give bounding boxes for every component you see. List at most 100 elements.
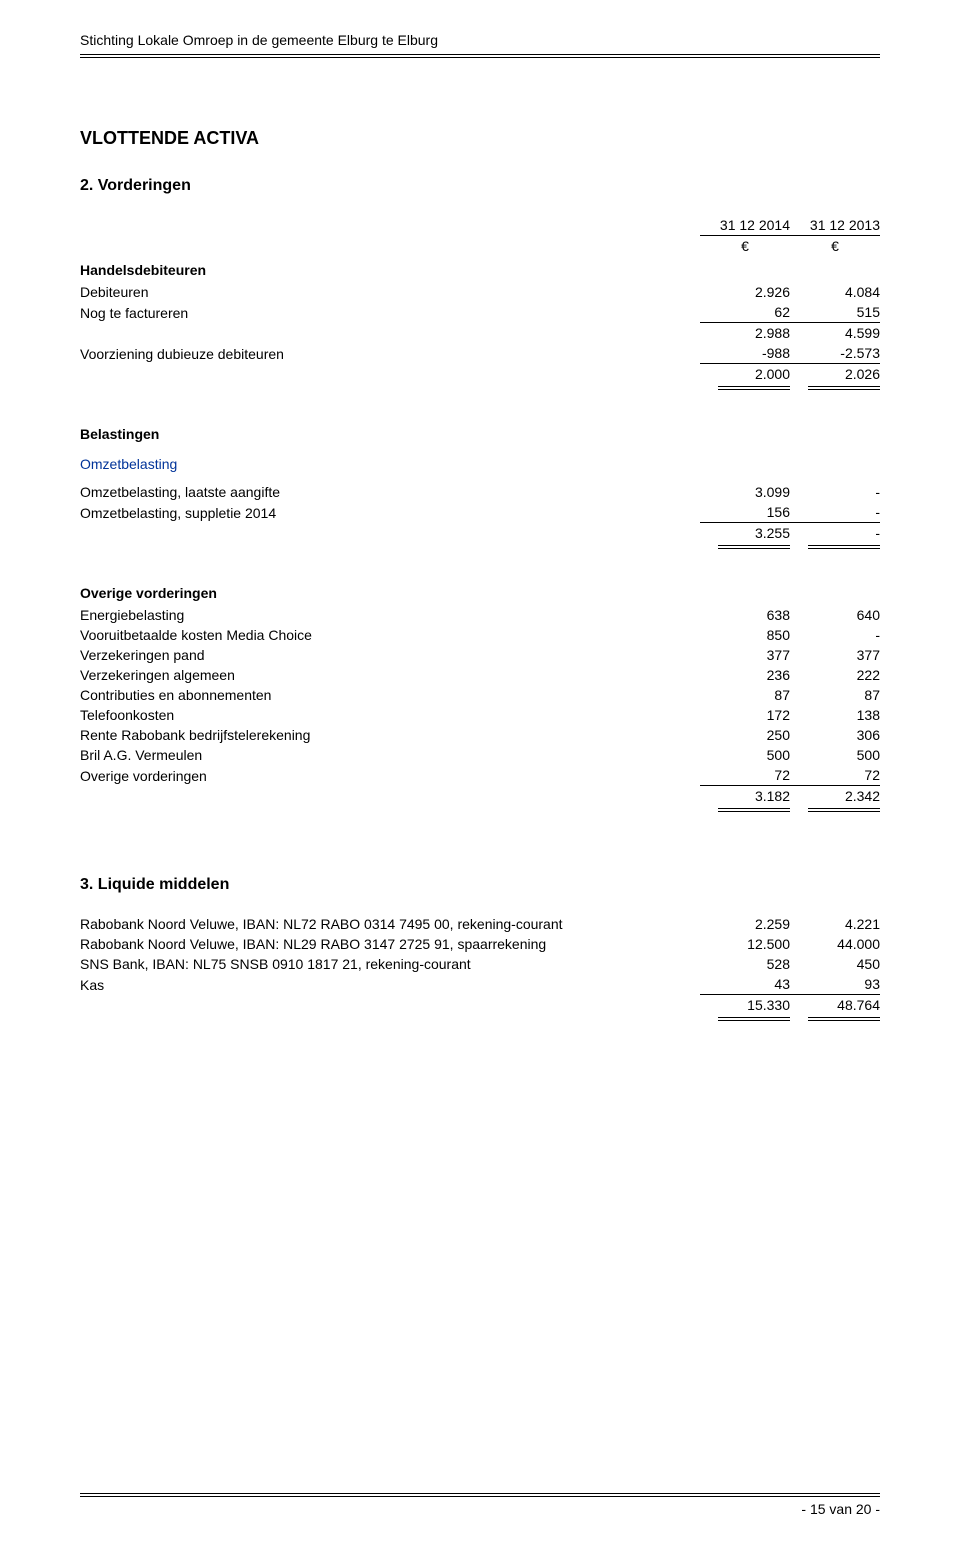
row-rente-rabobank: Rente Rabobank bedrijfstelerekening 250 … xyxy=(80,725,880,745)
label-mediachoice: Vooruitbetaalde kosten Media Choice xyxy=(80,625,700,645)
row-mediachoice: Vooruitbetaalde kosten Media Choice 850 … xyxy=(80,625,880,645)
euro-symbol-col1: € xyxy=(700,236,790,257)
val-voorziening-2014: -988 xyxy=(700,343,790,364)
row-debiteuren: Debiteuren 2.926 4.084 xyxy=(80,282,880,302)
header-rule-2 xyxy=(80,57,880,58)
row-bril-vermeulen: Bril A.G. Vermeulen 500 500 xyxy=(80,745,880,765)
val-rabo-courant-2014: 2.259 xyxy=(700,914,790,934)
row-handelsdebiteuren-total: 2.000 2.026 xyxy=(80,364,880,385)
subheading-omzetbelasting: Omzetbelasting xyxy=(80,456,880,472)
val-hd-sub-2013: 4.599 xyxy=(790,323,880,344)
val-voorziening-2013: -2.573 xyxy=(790,343,880,364)
page-container: Stichting Lokale Omroep in de gemeente E… xyxy=(0,0,960,1541)
row-voorziening: Voorziening dubieuze debiteuren -988 -2.… xyxy=(80,343,880,364)
val-omzet-laatste-2013: - xyxy=(790,482,880,502)
val-hd-total-2014: 2.000 xyxy=(700,364,790,385)
val-ov-total-2014: 3.182 xyxy=(700,786,790,807)
label-telefoon: Telefoonkosten xyxy=(80,705,700,725)
section-title-liquide-middelen: 3. Liquide middelen xyxy=(80,876,880,894)
val-nog-te-factureren-2014: 62 xyxy=(700,302,790,323)
column-header-table: 31 12 2014 31 12 2013 € € xyxy=(80,215,880,256)
val-contrib-2014: 87 xyxy=(700,685,790,705)
val-sns-2014: 528 xyxy=(700,954,790,974)
label-rente-rabobank: Rente Rabobank bedrijfstelerekening xyxy=(80,725,700,745)
col-header-2014: 31 12 2014 xyxy=(700,215,790,236)
val-mediachoice-2014: 850 xyxy=(700,625,790,645)
row-omzet-laatste: Omzetbelasting, laatste aangifte 3.099 - xyxy=(80,482,880,502)
org-header: Stichting Lokale Omroep in de gemeente E… xyxy=(80,32,880,48)
heading-overige-vorderingen: Overige vorderingen xyxy=(80,585,880,601)
label-voorziening: Voorziening dubieuze debiteuren xyxy=(80,343,700,364)
label-omzet-laatste: Omzetbelasting, laatste aangifte xyxy=(80,482,700,502)
label-rabo-spaar: Rabobank Noord Veluwe, IBAN: NL29 RABO 3… xyxy=(80,934,700,954)
label-verz-algemeen: Verzekeringen algemeen xyxy=(80,665,700,685)
val-sns-2013: 450 xyxy=(790,954,880,974)
val-liq-total-2014: 15.330 xyxy=(700,995,790,1016)
row-nog-te-factureren: Nog te factureren 62 515 xyxy=(80,302,880,323)
label-overige-vord: Overige vorderingen xyxy=(80,765,700,786)
footer-rule-2 xyxy=(80,1496,880,1497)
label-kas: Kas xyxy=(80,974,700,995)
row-sns: SNS Bank, IBAN: NL75 SNSB 0910 1817 21, … xyxy=(80,954,880,974)
header-rule-1 xyxy=(80,54,880,55)
val-energie-2014: 638 xyxy=(700,605,790,625)
val-liq-total-2013: 48.764 xyxy=(790,995,880,1016)
val-bril-2014: 500 xyxy=(700,745,790,765)
row-contributies: Contributies en abonnementen 87 87 xyxy=(80,685,880,705)
val-omzet-suppletie-2013: - xyxy=(790,502,880,523)
val-verz-alg-2013: 222 xyxy=(790,665,880,685)
row-verz-algemeen: Verzekeringen algemeen 236 222 xyxy=(80,665,880,685)
val-rente-2014: 250 xyxy=(700,725,790,745)
val-bel-total-2014: 3.255 xyxy=(700,523,790,544)
table-liquide-middelen: Rabobank Noord Veluwe, IBAN: NL72 RABO 0… xyxy=(80,914,880,1015)
val-telefoon-2013: 138 xyxy=(790,705,880,725)
col-header-2013: 31 12 2013 xyxy=(790,215,880,236)
table-handelsdebiteuren: Debiteuren 2.926 4.084 Nog te factureren… xyxy=(80,282,880,384)
val-hd-total-2013: 2.026 xyxy=(790,364,880,385)
val-nog-te-factureren-2013: 515 xyxy=(790,302,880,323)
label-bril: Bril A.G. Vermeulen xyxy=(80,745,700,765)
val-verz-alg-2014: 236 xyxy=(700,665,790,685)
page-footer: - 15 van 20 - xyxy=(80,1493,880,1517)
val-rabo-spaar-2013: 44.000 xyxy=(790,934,880,954)
val-bel-total-2013: - xyxy=(790,523,880,544)
val-verz-pand-2014: 377 xyxy=(700,645,790,665)
row-kas: Kas 43 93 xyxy=(80,974,880,995)
row-overige-vord: Overige vorderingen 72 72 xyxy=(80,765,880,786)
label-contributies: Contributies en abonnementen xyxy=(80,685,700,705)
row-omzet-suppletie: Omzetbelasting, suppletie 2014 156 - xyxy=(80,502,880,523)
row-rabo-courant: Rabobank Noord Veluwe, IBAN: NL72 RABO 0… xyxy=(80,914,880,934)
val-ov-2013: 72 xyxy=(790,765,880,786)
val-rente-2013: 306 xyxy=(790,725,880,745)
val-telefoon-2014: 172 xyxy=(700,705,790,725)
val-contrib-2013: 87 xyxy=(790,685,880,705)
label-sns: SNS Bank, IBAN: NL75 SNSB 0910 1817 21, … xyxy=(80,954,700,974)
val-hd-sub-2014: 2.988 xyxy=(700,323,790,344)
val-mediachoice-2013: - xyxy=(790,625,880,645)
row-handelsdebiteuren-subtotal: 2.988 4.599 xyxy=(80,323,880,344)
val-bril-2013: 500 xyxy=(790,745,880,765)
heading-belastingen: Belastingen xyxy=(80,426,880,442)
val-rabo-spaar-2014: 12.500 xyxy=(700,934,790,954)
heading-handelsdebiteuren: Handelsdebiteuren xyxy=(80,262,880,278)
row-energiebelasting: Energiebelasting 638 640 xyxy=(80,605,880,625)
val-rabo-courant-2013: 4.221 xyxy=(790,914,880,934)
val-omzet-suppletie-2014: 156 xyxy=(700,502,790,523)
label-omzet-suppletie: Omzetbelasting, suppletie 2014 xyxy=(80,502,700,523)
val-ov-2014: 72 xyxy=(700,765,790,786)
table-overige-vorderingen: Energiebelasting 638 640 Vooruitbetaalde… xyxy=(80,605,880,806)
val-debiteuren-2014: 2.926 xyxy=(700,282,790,302)
section-title-vorderingen: 2. Vorderingen xyxy=(80,177,880,195)
date-header-row: 31 12 2014 31 12 2013 xyxy=(80,215,880,236)
label-debiteuren: Debiteuren xyxy=(80,282,700,302)
section-title-vlottende-activa: VLOTTENDE ACTIVA xyxy=(80,128,880,149)
euro-header-row: € € xyxy=(80,236,880,257)
val-kas-2013: 93 xyxy=(790,974,880,995)
page-number: - 15 van 20 - xyxy=(80,1501,880,1517)
row-belastingen-total: 3.255 - xyxy=(80,523,880,544)
val-energie-2013: 640 xyxy=(790,605,880,625)
euro-symbol-col2: € xyxy=(790,236,880,257)
val-kas-2014: 43 xyxy=(700,974,790,995)
label-verz-pand: Verzekeringen pand xyxy=(80,645,700,665)
val-debiteuren-2013: 4.084 xyxy=(790,282,880,302)
